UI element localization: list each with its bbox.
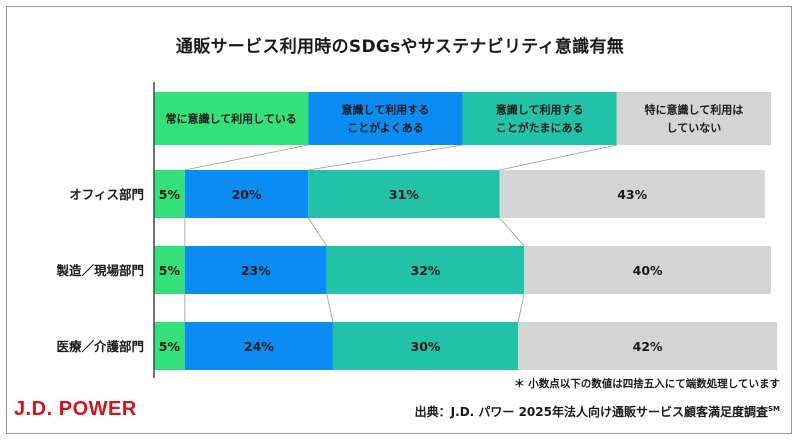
source-text: 出典：J.D. パワー 2025年法人向け通販サービス顧客満足度調査 [414,405,768,419]
footnote: ＊ 小数点以下の数値は四捨五入にて端数処理しています [514,378,780,390]
legend-label: ことがよくある [347,121,423,135]
data-label: 5% [159,263,181,278]
connector-line [307,217,328,247]
connector-line [326,293,334,323]
legend-swatch [154,92,309,145]
legend-swatch [616,92,771,145]
bar-segment [524,246,771,294]
jd-power-logo: J.D. POWER [14,398,137,420]
connector-line [499,144,617,171]
category-label: 医療／介護部門 [56,339,144,354]
legend-label: ことがたまにある [496,121,584,135]
connector-line [308,144,463,171]
bar-segment [326,246,525,294]
service-mark: SM [767,405,780,413]
bar-segment [518,322,778,370]
data-label: 5% [159,187,181,202]
data-label: 42% [633,339,663,354]
data-label: 24% [244,339,274,354]
legend-label: 意識して利用する [342,103,430,117]
legend-label: 常に意識して利用している [165,112,296,126]
source-note: 出典：J.D. パワー 2025年法人向け通販サービス顧客満足度調査SM [415,403,780,420]
bar-segment [332,322,519,370]
legend-swatch [308,92,463,145]
bar-segment [154,246,185,294]
bar-segment [184,246,327,294]
connector-line [184,144,309,171]
legend-label: 特に意識して利用は [645,103,744,117]
data-label: 23% [241,263,271,278]
data-label: 31% [389,187,419,202]
connector-line [499,217,525,247]
bar-segment [184,322,333,370]
chart-title: 通販サービス利用時のSDGsやサステナビリティ意識有無 [175,37,625,57]
bar-segment [184,170,309,218]
legend-label: 意識して利用する [496,103,584,117]
legend-label: していない [667,122,722,135]
data-label: 5% [159,339,181,354]
bar-segment [308,170,500,218]
bar-segment [499,170,765,218]
bar-segment [154,322,185,370]
data-label: 30% [411,339,441,354]
category-label: 製造／現場部門 [55,263,144,278]
data-label: 32% [411,263,441,278]
legend-swatch [462,92,617,145]
connector-line [517,293,525,323]
data-label: 43% [617,187,647,202]
category-label: オフィス部門 [69,187,144,202]
data-label: 40% [633,263,663,278]
bar-segment [154,170,185,218]
data-label: 20% [232,187,262,202]
